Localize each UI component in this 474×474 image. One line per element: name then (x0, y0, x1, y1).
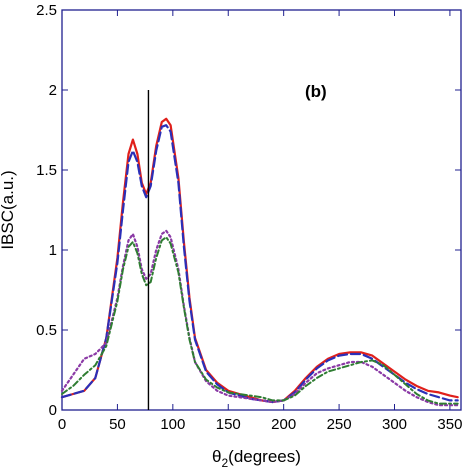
panel-label: (b) (305, 82, 327, 101)
x-tick-label-0: 0 (58, 416, 66, 433)
series-group (60, 117, 459, 407)
y-tick-label-5: 2.5 (36, 2, 57, 19)
x-tick-label-7: 350 (437, 416, 462, 433)
y-tick-label-0: 0 (49, 402, 57, 419)
x-axis-symbol: θ (212, 447, 221, 466)
axis-ticks (61, 9, 461, 411)
y-tick-label-1: 0.5 (36, 322, 57, 339)
x-axis-subscript: 2 (221, 456, 228, 470)
series-line-2 (60, 229, 459, 407)
tick-labels: 0 50 100 150 200 250 300 350 0 0.5 1 1.5 2 2.5 (36, 2, 462, 433)
y-axis-title: IBSC(a.u.) (0, 170, 17, 249)
y-tick-label-3: 1.5 (36, 162, 57, 179)
series-line-1 (60, 124, 459, 404)
x-tick-label-2: 100 (160, 416, 185, 433)
x-axis-title: θ2(degrees) (212, 447, 301, 470)
series-line-0 (60, 117, 459, 404)
x-tick-label-1: 50 (109, 416, 126, 433)
y-tick-label-2: 1 (49, 242, 57, 259)
x-axis-unit: (degrees) (228, 447, 301, 466)
x-tick-label-3: 150 (216, 416, 241, 433)
y-tick-label-4: 2 (49, 82, 57, 99)
series-line-3 (61, 236, 459, 405)
plot-frame (61, 9, 462, 411)
x-tick-label-4: 200 (271, 416, 296, 433)
x-tick-label-5: 250 (327, 416, 352, 433)
x-tick-label-6: 300 (382, 416, 407, 433)
